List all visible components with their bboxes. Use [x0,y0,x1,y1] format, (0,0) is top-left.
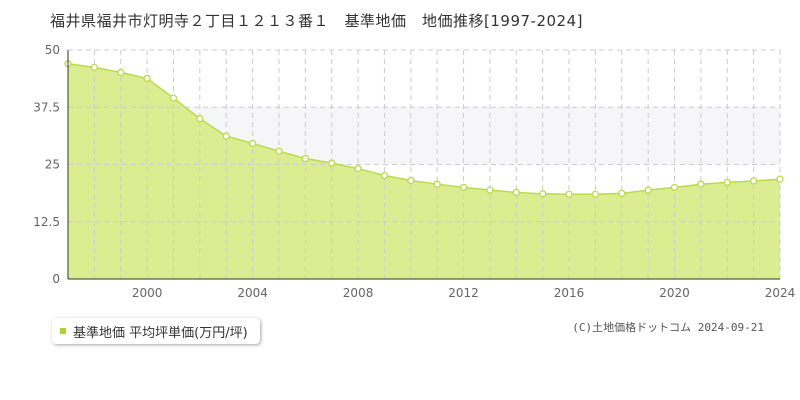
data-point [486,186,494,194]
series-polyline [67,62,781,196]
data-point [776,175,784,183]
copyright-notice: (C)土地価格ドットコム 2024-09-21 [572,321,764,334]
data-point [275,147,283,155]
data-point [117,68,125,77]
data-point [697,180,705,188]
legend-label: 基準地価 平均坪単価(万円/坪) [73,325,248,341]
data-point [248,139,257,148]
data-point [749,177,758,185]
y-tick-label: 0 [52,272,60,286]
area-path [68,63,780,279]
x-tick-label: 2004 [237,286,268,300]
data-point [539,190,547,198]
y-tick-label: 37.5 [33,100,60,114]
data-point [143,74,151,83]
y-tick-label: 25 [45,158,60,172]
data-point [644,186,652,194]
x-tick-label: 2012 [448,286,479,300]
data-point [565,190,573,198]
data-point [618,189,626,198]
x-tick-label: 2008 [343,286,374,300]
data-point [328,159,336,167]
data-points [64,60,784,198]
x-tick-label: 2020 [659,286,690,300]
gridlines [68,49,781,279]
data-point [670,183,679,192]
chart-title: 福井県福井市灯明寺２丁目１２１３番１ 基準地価 地価推移[1997-2024] [50,12,583,30]
x-tick-labels: 2000 2004 2008 2012 2016 2020 2024 [132,286,795,300]
data-point [90,63,99,72]
data-point [354,164,362,173]
data-point [512,188,520,197]
data-point [407,176,415,185]
data-point [723,178,731,187]
data-point [196,115,204,123]
area-fill [68,63,780,279]
data-point [433,180,441,188]
data-point [459,183,468,192]
y-tick-label: 50 [45,43,60,57]
series-line [67,62,781,196]
data-point [380,171,389,180]
x-tick-label: 2024 [765,286,796,300]
legend: 基準地価 平均坪単価(万円/坪) [52,318,260,344]
y-tick-label: 12.5 [33,215,60,229]
x-tick-label: 2016 [554,286,585,300]
legend-marker [60,328,66,334]
data-point [591,190,600,198]
axes [67,50,780,280]
data-point [169,94,178,102]
x-tick-label: 2000 [132,286,163,300]
y-tick-labels: 0 12.5 25 37.5 50 [33,43,60,286]
data-point [222,132,230,140]
data-point [301,154,309,163]
